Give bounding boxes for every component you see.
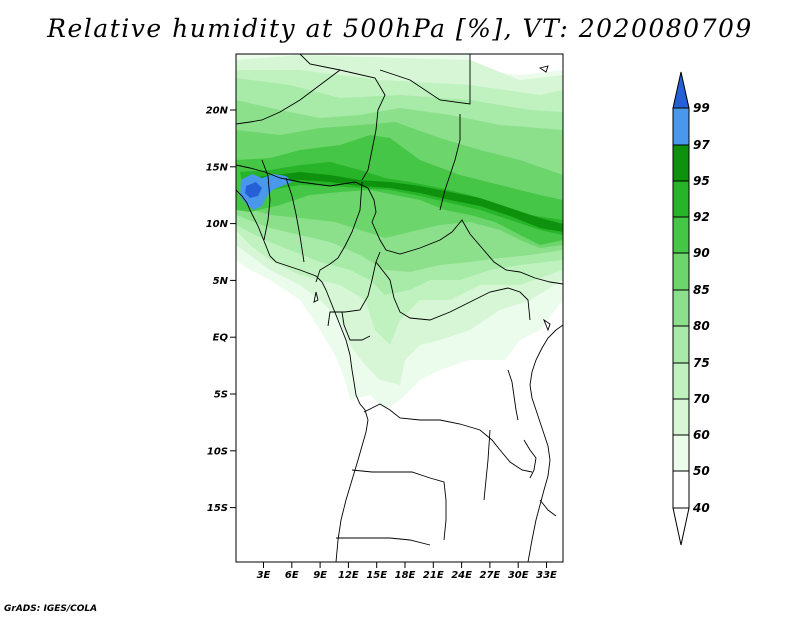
- colorbar-segment: [672, 398, 690, 436]
- colorbar-label: 70: [693, 392, 710, 406]
- border-15: [483, 429, 491, 501]
- colorbar-top-arrow: [672, 71, 690, 109]
- map-title: Relative humidity at 500hPa [%], VT: 202…: [47, 14, 753, 43]
- border-5: [236, 164, 377, 223]
- lon-tick-label: 3E: [257, 570, 271, 581]
- colorbar-segment: [672, 144, 690, 182]
- lat-tick-label: 10S: [207, 446, 228, 457]
- colorbar-bottom-arrow: [672, 507, 690, 546]
- border-14: [351, 469, 447, 541]
- east-africa-coastline: [527, 324, 563, 562]
- west-africa-coastline: [236, 189, 369, 562]
- colorbar-label: 80: [693, 319, 710, 333]
- colorbar-label: 97: [693, 138, 710, 152]
- colorbar-label: 75: [693, 356, 710, 370]
- lake-2: [523, 439, 537, 479]
- latitude-axis: 20N 15N 10N 5N EQ 5S 10S 15S: [206, 106, 236, 514]
- lon-tick-label: 30E: [508, 570, 529, 581]
- colorbar-label: 92: [693, 210, 710, 224]
- border-3: [439, 114, 461, 211]
- lat-tick-label: 15S: [207, 503, 228, 514]
- lon-tick-label: 12E: [338, 570, 359, 581]
- lake-3: [539, 499, 557, 517]
- border-16: [336, 537, 431, 546]
- colorbar-label: 50: [693, 464, 710, 478]
- colorbar-segment: [672, 289, 690, 327]
- colorbar-label: 60: [693, 428, 710, 442]
- lon-tick-label: 15E: [366, 570, 387, 581]
- longitude-axis: 3E 6E 9E 12E 15E 18E 21E 24E 27E 30E 33E: [257, 562, 557, 581]
- rh-97-area: [245, 182, 262, 198]
- colorbar-label: 85: [693, 283, 710, 297]
- coast-island-3: [543, 318, 551, 332]
- colorbar-segment: [672, 180, 690, 218]
- colorbar-segment: [672, 216, 690, 254]
- coast-island-2: [313, 291, 319, 303]
- colorbar-segment: [672, 362, 690, 400]
- lat-tick-label: 20N: [206, 106, 229, 117]
- border-13: [363, 403, 533, 473]
- lake-1: [507, 369, 519, 421]
- lon-tick-label: 33E: [536, 570, 557, 581]
- colorbar-segment: [672, 470, 690, 509]
- colorbar-label: 95: [693, 174, 710, 188]
- lat-tick-label: 10N: [206, 219, 229, 230]
- border-10: [375, 261, 531, 321]
- colorbar-label: 99: [693, 101, 710, 115]
- colorbar-label: 40: [692, 501, 710, 515]
- lat-tick-label: EQ: [213, 333, 229, 344]
- colorbar-segment: [672, 434, 690, 472]
- lat-tick-label: 5N: [213, 276, 229, 287]
- credit-text: GrADS: IGES/COLA: [4, 604, 98, 614]
- colorbar: 99 97 95 92 90 85 80 75 70 60 50 40: [672, 71, 710, 546]
- colorbar-label: 90: [693, 246, 710, 260]
- border-4: [236, 69, 341, 125]
- lon-tick-label: 18E: [395, 570, 416, 581]
- lon-tick-label: 24E: [451, 570, 472, 581]
- lat-tick-label: 5S: [214, 390, 228, 401]
- coast-island-1: [538, 65, 549, 73]
- lon-tick-label: 6E: [285, 570, 299, 581]
- rh-95-area: [240, 174, 292, 210]
- border-7: [285, 177, 305, 263]
- border-11: [327, 251, 381, 327]
- lat-tick-label: 15N: [206, 162, 229, 173]
- country-boundaries: [236, 54, 563, 562]
- map-frame: [235, 53, 564, 563]
- border-2: [379, 54, 471, 105]
- border-6: [261, 159, 271, 241]
- border-12: [341, 311, 371, 341]
- colorbar-segment: [672, 325, 690, 364]
- border-9: [371, 219, 563, 285]
- colorbar-segment: [672, 107, 690, 146]
- border-8: [315, 181, 363, 283]
- lon-tick-label: 27E: [480, 570, 501, 581]
- colorbar-segment: [672, 252, 690, 291]
- lon-tick-label: 21E: [423, 570, 444, 581]
- lon-tick-label: 9E: [313, 570, 327, 581]
- border-1: [299, 54, 386, 181]
- humidity-shading: [236, 54, 563, 410]
